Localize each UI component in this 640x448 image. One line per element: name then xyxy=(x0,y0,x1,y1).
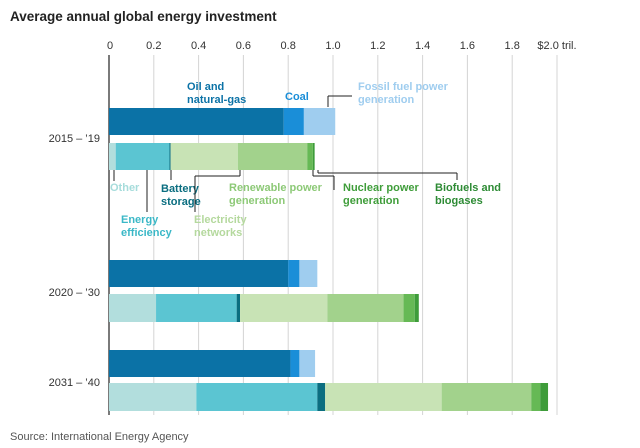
series-annotation: Oil and natural-gas xyxy=(187,81,246,106)
bar-segment xyxy=(303,108,336,135)
bar-segment xyxy=(299,350,316,377)
x-tick-label: 1.8 xyxy=(505,40,520,52)
bar-segment xyxy=(531,383,541,411)
x-axis-ticks: 0 0.2 0.4 0.6 0.8 1.0 1.2 1.4 1.6 1.8 $2.0 tril. xyxy=(107,40,577,52)
annotation-line: efficiency xyxy=(121,227,173,239)
bar-segment xyxy=(156,294,237,322)
bar-segment xyxy=(237,143,308,170)
annotation-line: Fossil fuel power xyxy=(358,81,449,93)
x-tick-label: 1.4 xyxy=(415,40,430,52)
bar-segment xyxy=(196,383,318,411)
category-label: 2015 – ’19 xyxy=(49,133,100,145)
annotation-line: Electricity xyxy=(194,214,247,226)
bar-segment xyxy=(109,350,291,377)
annotation-line: generation xyxy=(358,94,415,106)
x-tick-label: 1.6 xyxy=(460,40,475,52)
annotation-line: natural-gas xyxy=(187,94,246,106)
bar-segment xyxy=(299,260,318,287)
bar-segment xyxy=(414,294,419,322)
series-annotation: Biofuels and biogases xyxy=(435,182,501,207)
chart-title: Average annual global energy investment xyxy=(10,9,277,24)
source-note: Source: International Energy Agency xyxy=(10,431,189,443)
annotation-line: Renewable power xyxy=(229,182,323,194)
annotation-line: storage xyxy=(161,196,201,208)
x-tick-label: 0 xyxy=(107,40,113,52)
bar-segment xyxy=(115,143,170,170)
bar-segment xyxy=(288,260,300,287)
series-annotation: Energy efficiency xyxy=(121,214,173,239)
bar-segment xyxy=(169,143,171,170)
annotation-line: generation xyxy=(343,195,400,207)
series-annotation: Battery storage xyxy=(161,183,201,208)
bar-segment xyxy=(283,108,304,135)
x-tick-label: 0.6 xyxy=(236,40,251,52)
annotation-line: Biofuels and xyxy=(435,182,501,194)
bar-segment xyxy=(109,143,116,170)
annotation-line: Energy xyxy=(121,214,159,226)
x-tick-label: 1.2 xyxy=(370,40,385,52)
x-tick-label: 0.2 xyxy=(146,40,161,52)
bars-layer xyxy=(109,108,549,411)
bar-segment xyxy=(441,383,532,411)
bar-segment xyxy=(327,294,404,322)
bar-segment xyxy=(290,350,300,377)
x-tick-label: 0.4 xyxy=(191,40,206,52)
annotation-line: biogases xyxy=(435,195,483,207)
bar-segment xyxy=(325,383,442,411)
category-label: 2020 – ’30 xyxy=(49,287,100,299)
series-annotation: Coal xyxy=(285,91,309,103)
bar-segment xyxy=(109,260,289,287)
x-tick-label: $2.0 tril. xyxy=(537,40,576,52)
category-labels: 2015 – ’19 2020 – ’30 2031 – ’40 xyxy=(49,133,100,389)
annotation-line: networks xyxy=(194,227,242,239)
annotation-line: Nuclear power xyxy=(343,182,420,194)
series-annotation: Renewable power generation xyxy=(229,182,323,207)
category-label: 2031 – ’40 xyxy=(49,377,100,389)
series-annotation: Fossil fuel power generation xyxy=(358,81,449,106)
annotation-line: Oil and xyxy=(187,81,224,93)
annotation-line: generation xyxy=(229,195,286,207)
bar-segment xyxy=(109,108,284,135)
series-annotation: Nuclear power generation xyxy=(343,182,420,207)
bar-segment xyxy=(170,143,238,170)
bar-segment xyxy=(240,294,328,322)
bar-segment xyxy=(109,294,157,322)
annotation-line: Coal xyxy=(285,91,309,103)
bar-segment xyxy=(317,383,326,411)
bar-segment xyxy=(307,143,313,170)
bar-segment xyxy=(403,294,415,322)
bar-segment xyxy=(236,294,241,322)
bar-segment xyxy=(109,383,197,411)
series-annotation: Electricity networks xyxy=(194,214,247,239)
bar-segment xyxy=(540,383,549,411)
x-tick-label: 1.0 xyxy=(325,40,340,52)
bar-segment xyxy=(312,143,315,170)
x-tick-label: 0.8 xyxy=(281,40,296,52)
annotation-line: Battery xyxy=(161,183,200,195)
annotation-line: Other xyxy=(110,182,140,194)
series-annotation: Other xyxy=(110,182,140,194)
